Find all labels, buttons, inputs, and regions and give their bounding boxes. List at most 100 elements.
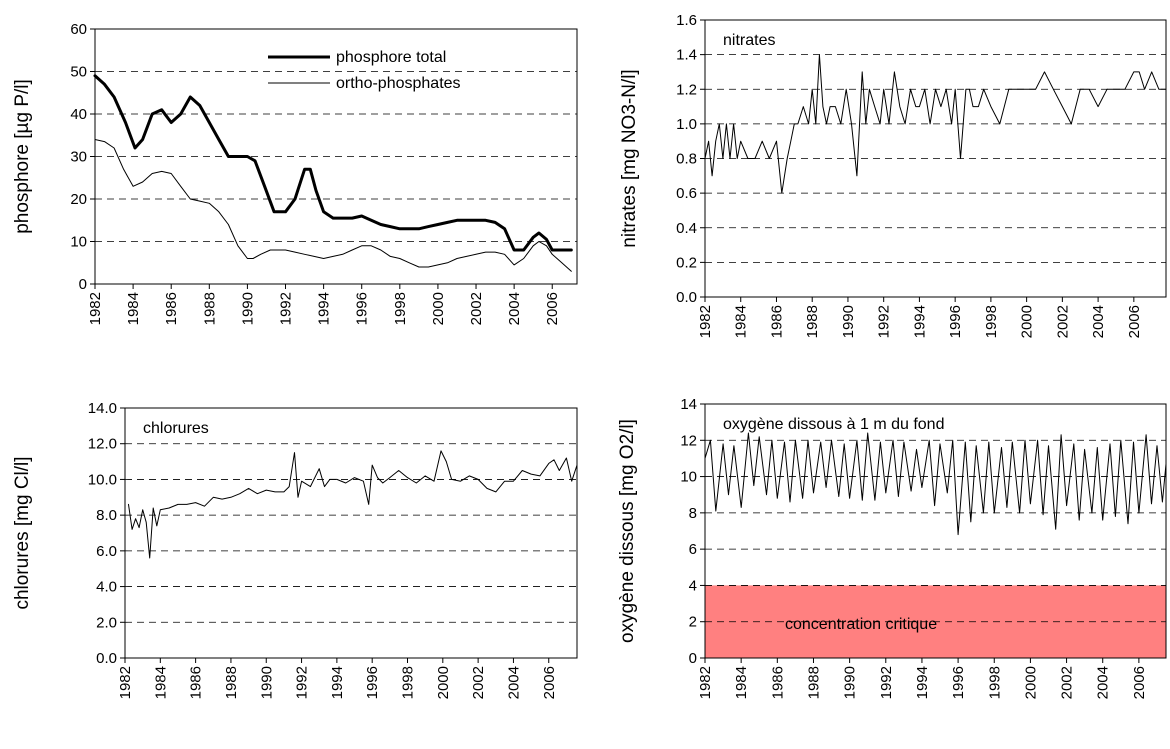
x-tick-label: 1996 [364,666,381,699]
x-tick-label: 1986 [769,666,786,699]
y-axis-label: oxygène dissous [mg O2/l] [617,419,638,643]
x-tick-label: 1992 [876,305,893,338]
y-tick-label: 60 [70,21,87,38]
x-tick-label: 1994 [329,666,346,699]
x-tick-label: 1992 [278,292,295,325]
x-tick-label: 1990 [239,292,256,325]
x-tick-label: 1982 [697,666,714,699]
y-tick-label: 12.0 [88,436,117,453]
x-tick-label: 2006 [544,292,561,325]
x-tick-label: 2002 [470,666,487,699]
x-tick-label: 1986 [188,666,205,699]
x-tick-label: 1988 [805,666,822,699]
x-tick-label: 2000 [1019,305,1036,338]
y-tick-label: 0.2 [676,254,697,271]
y-tick-label: 1.4 [676,47,697,64]
x-tick-label: 1990 [258,666,275,699]
x-tick-label: 1994 [914,666,931,699]
y-axis-label: chlorures [mg Cl/l] [12,456,33,609]
series-line-nitrates [704,54,1167,194]
x-tick-label: 1990 [840,305,857,338]
x-tick-label: 2004 [1090,305,1107,338]
y-tick-label: 14.0 [88,400,117,417]
y-axis-label: nitrates [mg NO3-N/l] [619,69,640,247]
y-tick-label: 6.0 [96,543,117,560]
y-tick-label: 0.4 [676,220,697,237]
chart-inner-label: oxygène dissous à 1 m du fond [723,416,944,433]
x-tick-label: 2002 [1054,305,1071,338]
y-tick-label: 0.0 [676,289,697,306]
x-tick-label: 2006 [1131,666,1148,699]
x-tick-label: 2000 [435,666,452,699]
x-tick-label: 1982 [87,292,104,325]
y-tick-label: 14 [680,396,697,413]
chart-nitrates: 0.0 0.2 0.4 0.6 0.8 1.0 1.2 1.4 1.6 1982 1984 1986 1… [619,12,1167,338]
x-tick-label: 1984 [733,305,750,338]
x-tick-label: 1994 [911,305,928,338]
y-tick-label: 12 [680,432,697,449]
chart-oxygene: 0 2 4 6 8 10 12 14 1982 1984 1986 1988 1990 1992 1994 1… [617,396,1167,699]
x-tick-label: 2006 [541,666,558,699]
legend-label: phosphore total [336,49,446,66]
chart-inner-label: chlorures [143,420,209,437]
y-tick-label: 6 [689,541,697,558]
y-tick-label: 2 [689,614,697,631]
x-tick-label: 1988 [223,666,240,699]
x-tick-label: 1984 [152,666,169,699]
y-tick-label: 30 [70,149,87,166]
x-tick-label: 1994 [316,292,333,325]
x-tick-label: 2004 [505,666,522,699]
x-tick-label: 1992 [294,666,311,699]
x-tick-label: 1998 [392,292,409,325]
y-tick-label: 8.0 [96,507,117,524]
series-line-chlorures [128,450,578,559]
y-tick-label: 0 [689,650,697,667]
y-tick-label: 0.8 [676,151,697,168]
y-tick-label: 10.0 [88,471,117,488]
x-tick-label: 1996 [947,305,964,338]
x-tick-label: 2004 [1095,666,1112,699]
x-tick-label: 2002 [1059,666,1076,699]
y-tick-label: 0.6 [676,185,697,202]
y-tick-label: 10 [70,234,87,251]
x-tick-label: 2004 [506,292,523,325]
y-tick-label: 50 [70,64,87,81]
y-tick-label: 1.6 [676,12,697,29]
x-tick-label: 1998 [400,666,417,699]
y-tick-label: 10 [680,469,697,486]
x-tick-label: 1998 [986,666,1003,699]
y-tick-label: 4.0 [96,579,117,596]
y-tick-label: 1.2 [676,81,697,98]
x-tick-label: 1998 [983,305,1000,338]
x-tick-label: 2006 [1126,305,1143,338]
legend-label: ortho-phosphates [336,75,461,92]
x-tick-label: 1996 [950,666,967,699]
y-tick-label: 20 [70,191,87,208]
x-tick-label: 1988 [201,292,218,325]
y-tick-label: 1.0 [676,116,697,133]
series-line-oxygene [704,432,1167,536]
chart-phosphore: 0 10 20 30 40 50 60 1982 1984 1986 1988 1990 1992 199… [12,21,578,325]
x-tick-label: 1984 [125,292,142,325]
x-tick-label: 1992 [878,666,895,699]
x-tick-label: 1982 [117,666,134,699]
y-tick-label: 0.0 [96,650,117,667]
x-tick-label: 1988 [804,305,821,338]
y-axis-label: phosphore [µg P/l] [12,79,33,234]
x-tick-label: 1982 [697,305,714,338]
band-label: concentration critique [785,616,937,633]
series-line-ortho-phosphates [94,139,572,272]
plot-area [704,403,1167,659]
x-tick-label: 2000 [1022,666,1039,699]
y-tick-label: 4 [689,577,697,594]
y-tick-label: 0 [79,276,87,293]
x-tick-label: 2000 [430,292,447,325]
x-tick-label: 1986 [768,305,785,338]
chart-inner-label: nitrates [723,32,775,49]
series-line-phosphore-total [93,74,573,252]
y-tick-label: 2.0 [96,614,117,631]
y-tick-label: 8 [689,505,697,522]
x-tick-label: 1990 [842,666,859,699]
